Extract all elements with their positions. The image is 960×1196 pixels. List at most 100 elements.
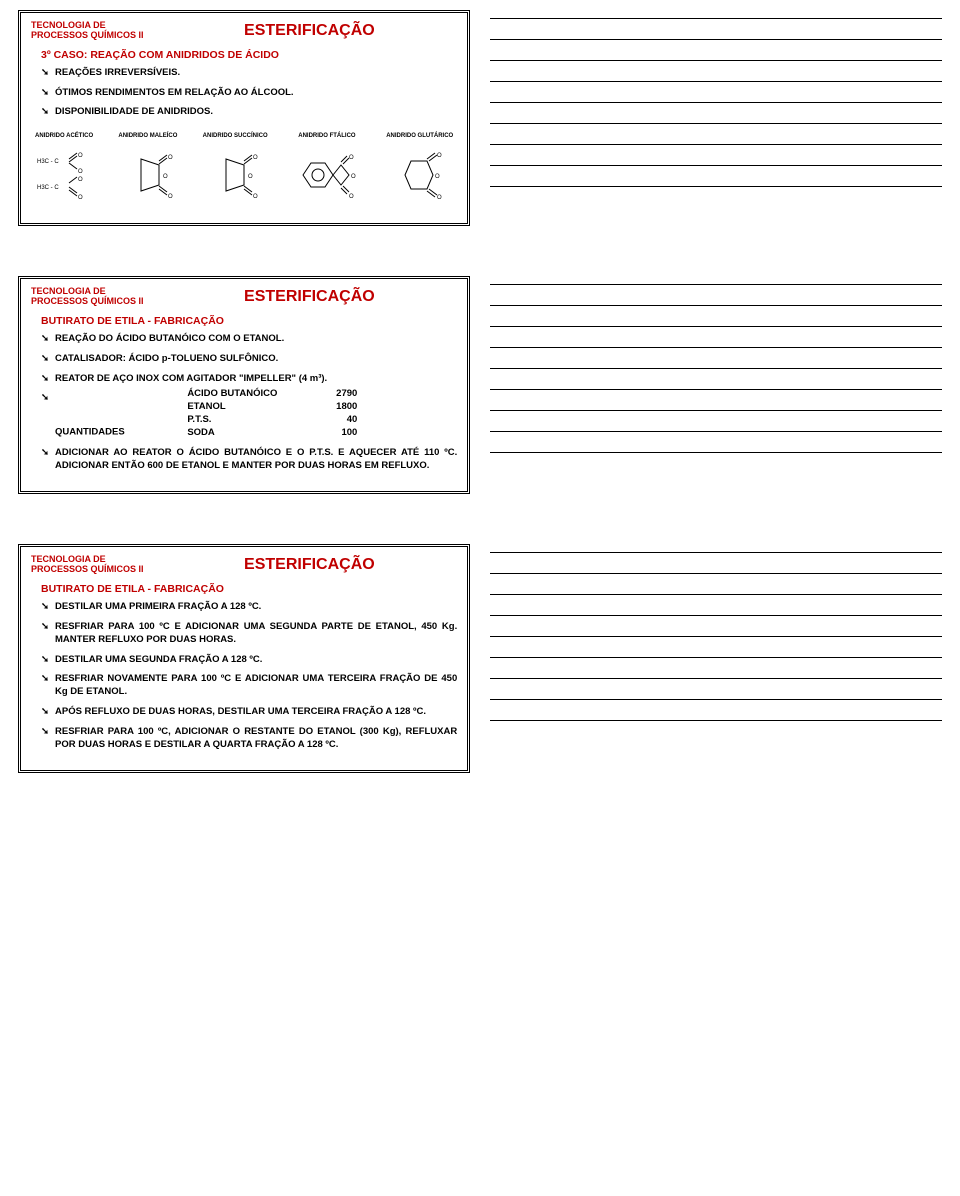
note-line [490,452,942,453]
slide-2: TECNOLOGIA DE PROCESSOS QUÍMICOS II ESTE… [18,276,470,494]
slide-3: TECNOLOGIA DE PROCESSOS QUÍMICOS II ESTE… [18,544,470,773]
svg-text:O: O [253,155,258,161]
qty-val: 2790 [317,388,357,401]
anh-label: ANIDRIDO SUCCÍNICO [203,133,268,139]
svg-text:H3C - C: H3C - C [37,185,59,191]
course-line1: TECNOLOGIA DE [31,554,106,564]
qty-label: QUANTIDADES [55,427,125,438]
anhydride-maleic: ANIDRIDO MALEÍCO O O O [118,133,177,201]
note-line [490,720,942,721]
bullet: DISPONIBILIDADE DE ANIDRIDOS. [55,106,457,119]
note-line [490,389,942,390]
note-line [490,165,942,166]
succinic-icon: O O O [206,145,264,201]
slide1-subtitle: 3º CASO: REAÇÃO COM ANIDRIDOS DE ÁCIDO [31,49,457,61]
course-label: TECNOLOGIA DE PROCESSOS QUÍMICOS II [31,287,144,307]
note-line [490,186,942,187]
note-line [490,552,942,553]
svg-text:O: O [253,194,258,200]
note-line [490,699,942,700]
slide-header: TECNOLOGIA DE PROCESSOS QUÍMICOS II ESTE… [31,555,457,575]
svg-text:O: O [78,169,83,175]
anhydride-succinic: ANIDRIDO SUCCÍNICO O O O [203,133,268,201]
glutaric-icon: O O O [391,145,449,201]
svg-text:H3C - C: H3C - C [37,159,59,165]
note-line [490,615,942,616]
qty-val: 40 [317,414,357,427]
note-line [490,81,942,82]
svg-text:O: O [78,153,83,159]
note-line [490,678,942,679]
svg-text:O: O [248,174,253,180]
note-line [490,368,942,369]
slide-title: ESTERIFICAÇÃO [162,288,458,306]
bullet: REAÇÃO DO ÁCIDO BUTANÓICO COM O ETANOL. [55,333,457,346]
notes-3 [490,544,942,773]
acetic-icon: H3C - C O O H3C - C O O [35,145,93,201]
bullet: ÓTIMOS RENDIMENTOS EM RELAÇÃO AO ÁLCOOL. [55,87,457,100]
bullet: RESFRIAR NOVAMENTE PARA 100 ºC E ADICION… [55,673,457,699]
note-line [490,39,942,40]
bullet: REATOR DE AÇO INOX COM AGITADOR "IMPELLE… [55,373,457,386]
bullet: QUANTIDADES ÁCIDO BUTANÓICO2790 ETANOL18… [55,392,457,439]
svg-text:O: O [351,174,356,180]
anhydride-row: ANIDRIDO ACÉTICO H3C - C O O H3C - C O O [31,133,457,211]
note-line [490,431,942,432]
svg-text:O: O [435,174,440,180]
note-line [490,657,942,658]
notes-2 [490,276,942,494]
svg-text:O: O [349,155,354,161]
slide-header: TECNOLOGIA DE PROCESSOS QUÍMICOS II ESTE… [31,287,457,307]
note-line [490,284,942,285]
note-line [490,347,942,348]
qty-val: 1800 [317,401,357,414]
note-line [490,410,942,411]
course-label: TECNOLOGIA DE PROCESSOS QUÍMICOS II [31,555,144,575]
note-line [490,573,942,574]
note-line [490,102,942,103]
note-line [490,18,942,19]
note-line [490,305,942,306]
slide-row-2: TECNOLOGIA DE PROCESSOS QUÍMICOS II ESTE… [18,276,942,494]
slide-1: TECNOLOGIA DE PROCESSOS QUÍMICOS II ESTE… [18,10,470,226]
qty-name: SODA [187,427,317,440]
qty-table: ÁCIDO BUTANÓICO2790 ETANOL1800 P.T.S.40 … [127,388,357,439]
slide-row-1: TECNOLOGIA DE PROCESSOS QUÍMICOS II ESTE… [18,10,942,226]
anhydride-phthalic: ANIDRIDO FTÁLICO O O O [293,133,361,201]
svg-text:O: O [78,177,83,183]
svg-text:O: O [168,155,173,161]
note-line [490,144,942,145]
slide2-bullets: REAÇÃO DO ÁCIDO BUTANÓICO COM O ETANOL. … [31,333,457,472]
notes-1 [490,10,942,226]
note-line [490,60,942,61]
slide-row-3: TECNOLOGIA DE PROCESSOS QUÍMICOS II ESTE… [18,544,942,773]
bullet: RESFRIAR PARA 100 ºC, ADICIONAR O RESTAN… [55,726,457,752]
slide-title: ESTERIFICAÇÃO [162,556,458,574]
anhydride-acetic: ANIDRIDO ACÉTICO H3C - C O O H3C - C O O [35,133,93,201]
phthalic-icon: O O O [293,145,361,201]
note-line [490,594,942,595]
course-line2: PROCESSOS QUÍMICOS II [31,296,144,306]
course-line2: PROCESSOS QUÍMICOS II [31,564,144,574]
bullet: REAÇÕES IRREVERSÍVEIS. [55,67,457,80]
svg-text:O: O [437,195,442,201]
note-line [490,326,942,327]
slide-title: ESTERIFICAÇÃO [162,22,458,40]
course-line1: TECNOLOGIA DE [31,286,106,296]
slide3-bullets: DESTILAR UMA PRIMEIRA FRAÇÃO A 128 ºC. R… [31,601,457,751]
slide-header: TECNOLOGIA DE PROCESSOS QUÍMICOS II ESTE… [31,21,457,41]
course-line2: PROCESSOS QUÍMICOS II [31,30,144,40]
anh-label: ANIDRIDO FTÁLICO [298,133,355,139]
slide1-bullets: REAÇÕES IRREVERSÍVEIS. ÓTIMOS RENDIMENTO… [31,67,457,119]
qty-name: ETANOL [187,401,317,414]
anh-label: ANIDRIDO MALEÍCO [118,133,177,139]
bullet: DESTILAR UMA SEGUNDA FRAÇÃO A 128 ºC. [55,654,457,667]
bullet: RESFRIAR PARA 100 ºC E ADICIONAR UMA SEG… [55,621,457,647]
svg-text:O: O [168,194,173,200]
bullet: CATALISADOR: ÁCIDO p-TOLUENO SULFÔNICO. [55,353,457,366]
bullet: APÓS REFLUXO DE DUAS HORAS, DESTILAR UMA… [55,706,457,719]
svg-text:O: O [78,195,83,201]
course-label: TECNOLOGIA DE PROCESSOS QUÍMICOS II [31,21,144,41]
note-line [490,636,942,637]
anhydride-glutaric: ANIDRIDO GLUTÁRICO O O O [386,133,453,201]
